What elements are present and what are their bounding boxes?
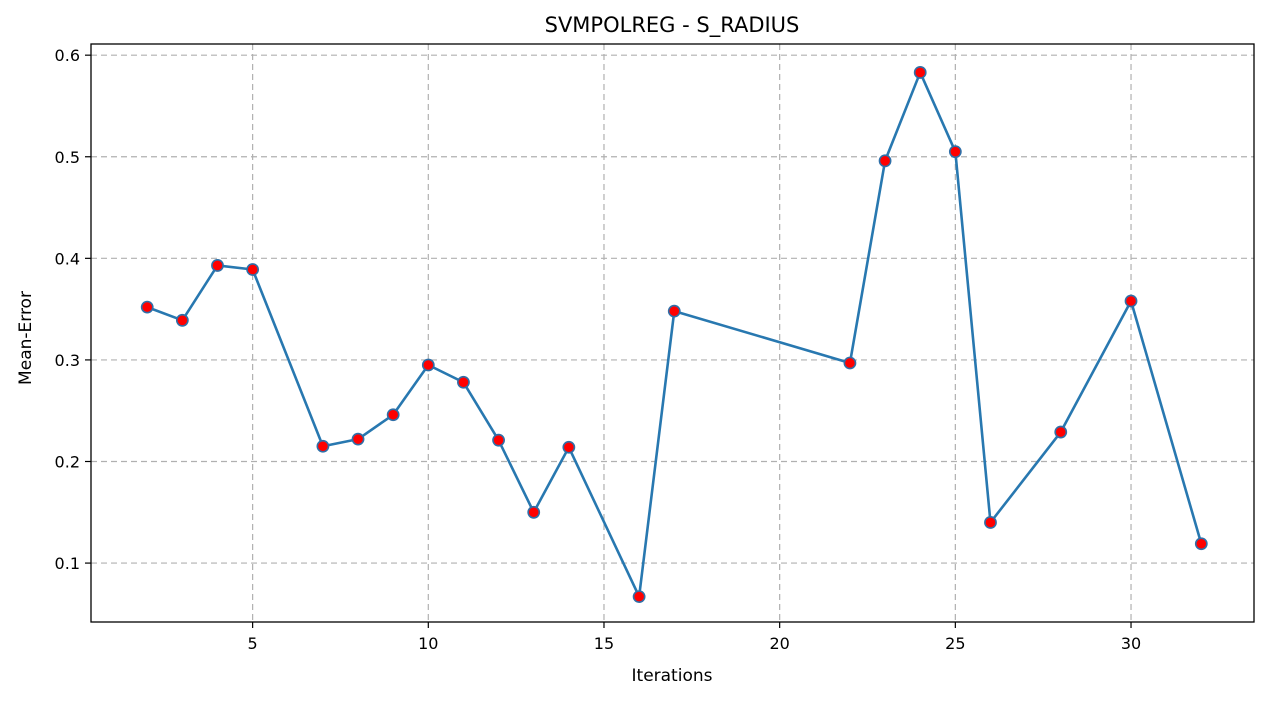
x-tick-label: 10	[418, 634, 438, 653]
data-point	[948, 145, 962, 159]
y-tick-label: 0.6	[55, 46, 80, 65]
plot-frame	[90, 43, 1255, 623]
y-axis-label: Mean-Error	[16, 291, 36, 385]
x-tick-label: 15	[594, 634, 614, 653]
data-point	[1054, 425, 1068, 439]
data-point	[140, 300, 154, 314]
series-line	[146, 71, 1203, 598]
x-tick-label: 30	[1121, 634, 1141, 653]
y-tick-label: 0.1	[55, 554, 80, 573]
y-tick-label: 0.3	[55, 351, 80, 370]
data-point	[211, 259, 224, 272]
data-point	[878, 154, 892, 168]
x-tick-label: 25	[945, 634, 965, 653]
data-point	[527, 505, 541, 519]
data-point	[246, 263, 260, 276]
data-point	[667, 304, 681, 318]
data-point	[316, 439, 330, 453]
data-point	[351, 432, 365, 446]
data-point	[492, 433, 505, 447]
data-point	[1194, 537, 1208, 551]
x-tick-label: 5	[248, 634, 258, 653]
y-tick-label: 0.2	[55, 453, 80, 472]
data-point	[562, 440, 576, 454]
grid	[91, 44, 1254, 622]
series	[140, 66, 1208, 604]
data-point	[632, 590, 646, 604]
data-point	[457, 375, 470, 389]
data-point	[843, 356, 857, 370]
x-tick-label: 20	[769, 634, 789, 653]
data-point	[421, 358, 435, 372]
data-point	[175, 313, 189, 327]
data-point	[984, 516, 997, 529]
y-tick-label: 0.4	[55, 249, 80, 268]
data-point	[1124, 294, 1138, 308]
chart-title: SVMPOLREG - S_RADIUS	[545, 13, 800, 38]
x-axis-label: Iterations	[632, 666, 713, 686]
data-point	[913, 66, 927, 79]
y-tick-label: 0.5	[55, 148, 80, 167]
axis-ticks: 5 10 15 20 25 30 0.1 0.2 0.3 0.4 0.5 0.6	[55, 46, 1142, 653]
data-point	[386, 408, 400, 422]
